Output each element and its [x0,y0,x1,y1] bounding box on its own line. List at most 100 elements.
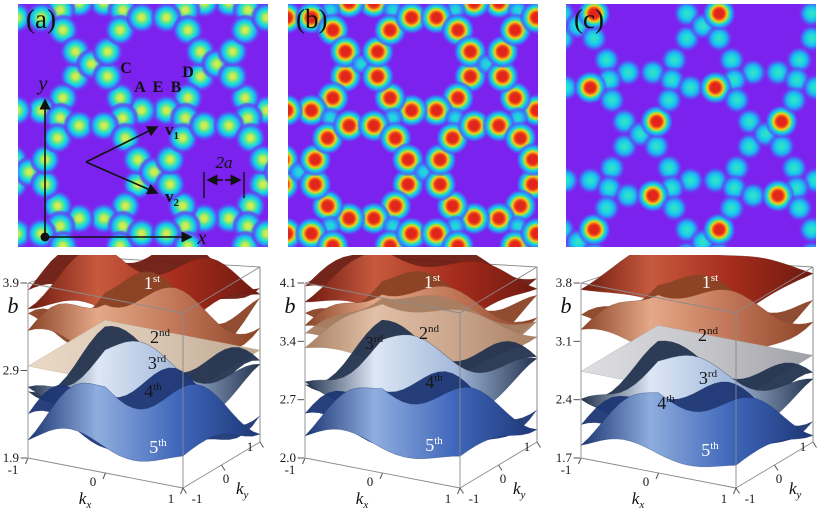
frame-edge [459,266,538,314]
b-tick-label-2.7: 2.7 [280,392,297,407]
scale-label: 2a [216,153,233,172]
kx-tick [379,472,383,480]
lattice-dot-hot [360,59,395,94]
lattice-dot-dim [724,4,739,7]
ky-tick-label-1: 1 [247,439,254,454]
kx-tick [578,457,582,465]
lattice-dot-dim [642,132,671,161]
frame-edge [27,282,184,314]
kx-tick [655,472,659,480]
lattice-dot-dim [801,73,816,102]
lattice-dot-hot [485,59,520,94]
v1-vector-arrow [85,126,159,163]
kx-tick-label--1: -1 [8,462,19,477]
band-surfaces [26,255,261,462]
ky-axis-label: ky [513,479,526,501]
x-axis-label: x [197,227,207,247]
ky-tick-label-0: 0 [500,471,507,486]
lattice-dot-main [263,160,268,184]
lattice-dot-hot [315,229,350,247]
ky-tick-label-1: 1 [524,439,531,454]
ky-axis-label: ky [236,479,249,501]
lattice-dot-main [125,4,158,34]
lattice-annotations [39,98,245,243]
lattice-dot-dim [580,24,609,53]
ky-axis-label: ky [789,479,802,501]
b-tick-label-3.1: 3.1 [556,333,572,348]
lattice-dot-main [250,4,268,34]
b-tick-label-2.0: 2.0 [280,450,296,465]
kx-tick-label--1: -1 [561,462,572,477]
band-surfaces [304,255,538,460]
lattice-dot-hot [288,93,304,128]
lattice-dot-dim [767,132,796,161]
lattice-dot-dim [660,194,689,223]
lattice-dot-dim [705,24,734,53]
lattice-dot-main [250,217,268,247]
box-front-edges [580,266,814,489]
site-label-D: D [182,64,194,81]
ky-tick [812,441,817,448]
kx-tick-label-1: 1 [445,491,452,506]
ky-tick [774,464,779,471]
lattice-dot-dim [722,86,751,115]
density-panel-c [566,4,816,247]
kx-tick-label-0: 0 [367,474,374,489]
b-tick-label-1.7: 1.7 [556,450,573,465]
box-front-edges [27,266,261,489]
lattice-dot-hot [394,4,429,35]
lattice-dot-hot [394,216,429,247]
lattice-dot-dim [717,194,746,223]
ky-tick [221,464,226,471]
lattice-dot-hot [332,108,367,143]
frame-edge [735,266,814,314]
lattice-dot-hot [423,167,458,202]
lattice-dot-hot [519,4,538,35]
origin-dot [40,232,50,242]
axis-ticks [297,282,541,495]
panel-label-a: (a) [26,4,56,34]
b-tick-label-3.4: 3.4 [280,333,297,348]
lattice-dot-dim [797,24,816,53]
lattice-dot-dim [780,86,809,115]
kx-tick-label-0: 0 [90,474,97,489]
kx-tick [25,457,29,465]
ky-tick-label--1: -1 [469,491,480,506]
ky-tick [735,487,740,494]
lattice-dot-dim [599,4,614,7]
density-panel-b [288,4,538,247]
b-tick-label-1.9: 1.9 [3,450,19,465]
site-label-A: A [134,79,146,96]
lattice-dot-hot [519,216,538,247]
lattice-dot-dim [592,194,621,223]
lattice-dot-dim [655,86,684,115]
b-tick-label-2.4: 2.4 [556,392,573,407]
kx-tick [180,487,184,495]
frame-edge [304,282,461,314]
lattice-dot-dim [797,215,816,244]
lattice-dots [18,4,268,247]
ky-tick-label-0: 0 [223,471,230,486]
lattice-dot-dim [597,86,626,115]
kx-tick [457,487,461,495]
axis-ticks [573,282,817,495]
ky-tick [459,487,464,494]
ky-tick [536,441,541,448]
lattice-dot-main [188,109,221,142]
kx-axis-label: kx [356,489,369,511]
band-surface-5th [27,367,261,462]
lattice-dot-dim [566,166,580,195]
lattice-dot-dim [739,181,768,210]
ky-tick-label--1: -1 [745,491,756,506]
kx-tick-label-1: 1 [168,491,175,506]
lattice-dots [566,4,816,247]
axis-ticks [20,282,264,495]
kx-tick [733,487,737,495]
b-axis-label: b [8,293,19,318]
b-tick-label-3.9: 3.9 [3,275,19,290]
